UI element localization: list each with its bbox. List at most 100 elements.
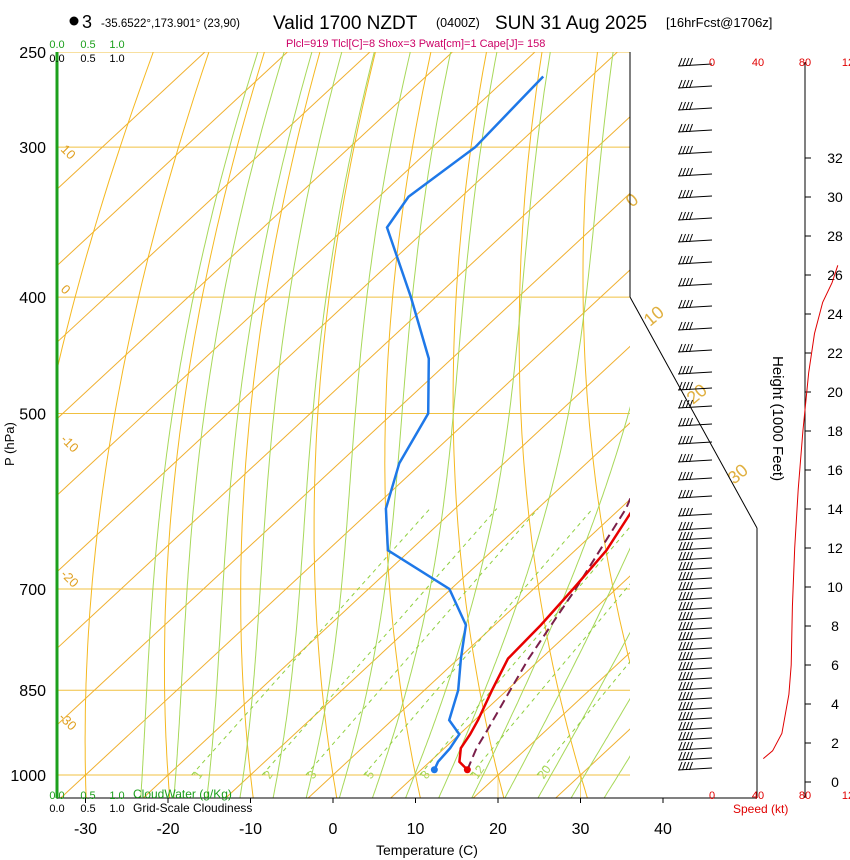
wind-barb bbox=[677, 591, 713, 601]
speed-tick-top: 80 bbox=[799, 57, 811, 69]
pressure-tick-label: 1000 bbox=[10, 768, 46, 785]
wind-barb bbox=[677, 621, 713, 631]
wind-barb bbox=[677, 691, 713, 701]
surface-dewpoint-point bbox=[430, 766, 438, 774]
background-lines bbox=[57, 52, 630, 798]
pressure-tick-label: 850 bbox=[19, 683, 46, 700]
isotherm-label: -10 bbox=[58, 432, 82, 456]
location-text: -35.6522°,173.901° (23,90) bbox=[101, 18, 240, 30]
temperature-tick-label: -30 bbox=[74, 821, 97, 838]
wind-barb bbox=[677, 255, 713, 265]
adiabat-label: 0 bbox=[622, 189, 643, 211]
wind-barb bbox=[677, 631, 713, 641]
wind-barb bbox=[677, 101, 713, 111]
adiabat-label: 10 bbox=[640, 302, 668, 330]
height-tick-label: 32 bbox=[827, 150, 843, 166]
wind-barb bbox=[677, 581, 713, 591]
adiabat-label: 20 bbox=[683, 380, 711, 408]
speed-tick-top: 12 bbox=[842, 57, 850, 69]
wind-barb bbox=[677, 211, 713, 221]
wind-barb bbox=[677, 571, 713, 581]
cloudwater-tick: 0.0 bbox=[49, 39, 64, 51]
wind-barb bbox=[677, 561, 713, 571]
wind-barb bbox=[677, 651, 713, 661]
height-tick-label: 8 bbox=[831, 618, 839, 634]
valid-time: Valid 1700 NZDT bbox=[273, 13, 418, 34]
dewpoint-line bbox=[384, 75, 545, 771]
sounding-params: Plcl=919 Tlcl[C]=8 Shox=3 Pwat[cm]=1 Cap… bbox=[286, 38, 545, 50]
wind-barb bbox=[677, 507, 713, 517]
forecast-date: SUN 31 Aug 2025 bbox=[495, 13, 647, 34]
height-tick-label: 12 bbox=[827, 540, 843, 556]
wind-barb bbox=[677, 489, 713, 499]
x-axis-label: Temperature (C) bbox=[376, 842, 478, 858]
speed-tick-bottom: 40 bbox=[752, 790, 764, 802]
wind-barb bbox=[677, 167, 713, 177]
speed-tick-bottom: 0 bbox=[709, 790, 715, 802]
wind-barb bbox=[677, 123, 713, 133]
cloudiness-tick: 0.0 bbox=[49, 53, 64, 65]
cloud-scales: 0.00.00.50.51.01.00.00.00.50.51.01.0 bbox=[49, 39, 124, 815]
isotherm-label: -20 bbox=[58, 567, 82, 591]
wind-barb bbox=[677, 321, 713, 331]
wind-barb bbox=[677, 611, 713, 621]
height-tick-label: 22 bbox=[827, 345, 843, 361]
wind-barb bbox=[677, 471, 713, 481]
height-tick-label: 20 bbox=[827, 384, 843, 400]
pressure-tick-label: 700 bbox=[19, 582, 46, 599]
temperature-tick-label: 20 bbox=[489, 821, 507, 838]
speed-tick-top: 40 bbox=[752, 57, 764, 69]
height-speed-panel: 0246810121416182022242628303200404080801… bbox=[709, 57, 850, 802]
temperature-tick-label: 0 bbox=[329, 821, 338, 838]
temperature-tick-label: -10 bbox=[239, 821, 262, 838]
cloudiness-tick: 1.0 bbox=[109, 803, 124, 815]
cloudiness-tick: 1.0 bbox=[109, 53, 124, 65]
forecast-hour: [16hrFcst@1706z] bbox=[666, 15, 772, 30]
cloudiness-tick: 0.5 bbox=[80, 53, 95, 65]
pressure-tick-label: 500 bbox=[19, 407, 46, 424]
adiabat-label: 30 bbox=[724, 460, 752, 488]
y-axis-label: P (hPa) bbox=[2, 422, 17, 466]
wind-barb bbox=[677, 661, 713, 671]
height-tick-label: 10 bbox=[827, 579, 843, 595]
wind-barb bbox=[677, 277, 713, 287]
wind-barb bbox=[677, 681, 713, 691]
surface-temperature-point bbox=[463, 766, 471, 774]
wind-barb bbox=[677, 299, 713, 309]
temperature-tick-label: 10 bbox=[407, 821, 425, 838]
mixing-ratio-label: 20 bbox=[535, 762, 554, 781]
wind-barb bbox=[677, 531, 713, 541]
mixing-ratio-label: 1 bbox=[190, 768, 205, 782]
height-axis-label: Height (1000 Feet) bbox=[769, 356, 786, 481]
cloudwater-tick: 1.0 bbox=[109, 39, 124, 51]
zulu-time: (0400Z) bbox=[436, 16, 480, 30]
wind-barbs bbox=[677, 57, 713, 771]
wind-barb bbox=[677, 731, 713, 741]
marker-number: 3 bbox=[82, 12, 92, 32]
wind-barb bbox=[677, 79, 713, 89]
wind-barb bbox=[677, 399, 713, 409]
cloudiness-tick: 0.5 bbox=[80, 803, 95, 815]
height-tick-label: 30 bbox=[827, 189, 843, 205]
speed-tick-bottom: 80 bbox=[799, 790, 811, 802]
height-tick-label: 2 bbox=[831, 735, 839, 751]
wind-barb bbox=[677, 343, 713, 353]
wind-barb bbox=[677, 701, 713, 711]
height-tick-label: 6 bbox=[831, 657, 839, 673]
temperature-line bbox=[458, 511, 630, 771]
wind-barb bbox=[677, 541, 713, 551]
wind-barb bbox=[677, 57, 713, 67]
temperature-tick-label: -20 bbox=[156, 821, 179, 838]
height-tick-label: 24 bbox=[827, 306, 843, 322]
temperature-tick-label: 30 bbox=[572, 821, 590, 838]
frame bbox=[55, 52, 758, 799]
height-tick-label: 28 bbox=[827, 228, 843, 244]
wind-barb bbox=[677, 521, 713, 531]
height-tick-label: 0 bbox=[831, 774, 839, 790]
pressure-tick-label: 400 bbox=[19, 290, 46, 307]
height-tick-label: 18 bbox=[827, 423, 843, 439]
wind-barb bbox=[677, 751, 713, 761]
